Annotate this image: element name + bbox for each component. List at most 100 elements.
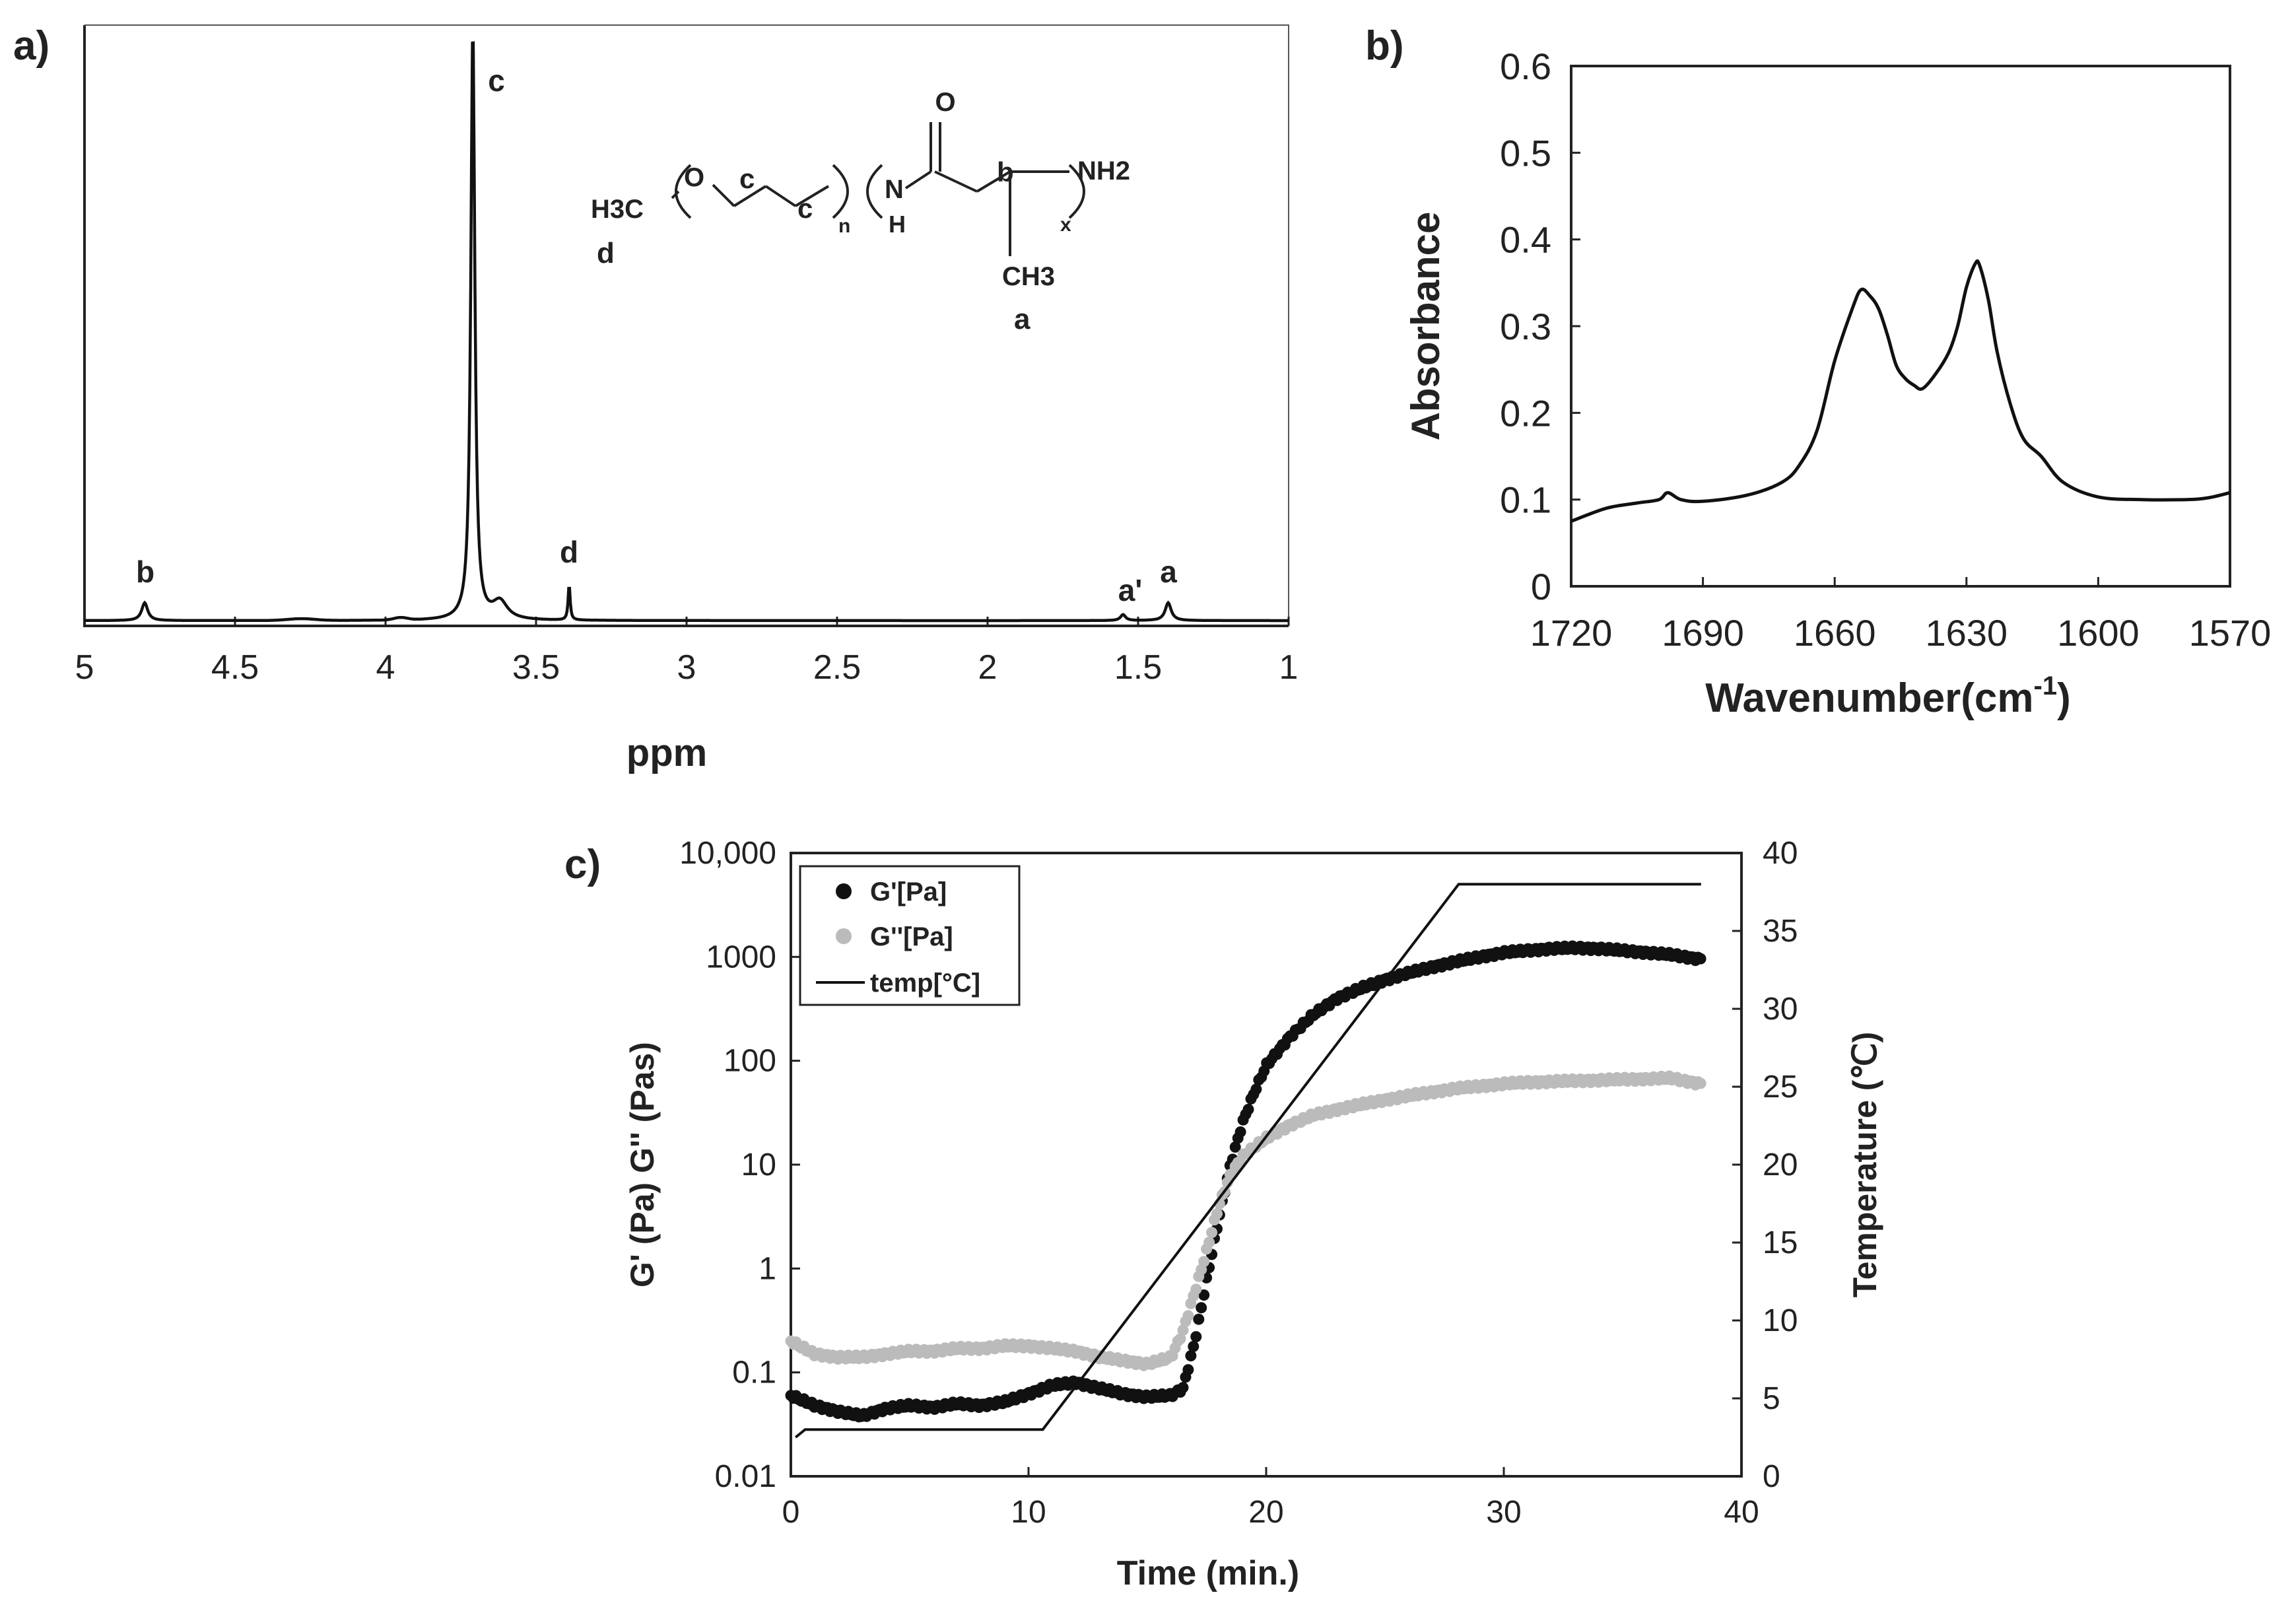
bond-c3-end <box>794 185 830 207</box>
panel-b-x-tick-label: 1720 <box>1530 612 1613 654</box>
panel-a-x-tick-label: 3.5 <box>512 648 560 687</box>
panel-c-right-y-tick-label: 20 <box>1763 1147 1798 1182</box>
panel-c-y-tick-label: 100 <box>724 1044 776 1079</box>
data-point <box>1198 1256 1210 1268</box>
panel-b-y-tick-label: 0.3 <box>1500 306 1551 347</box>
panel-c-right-y-tick-label: 35 <box>1763 914 1798 949</box>
structure-b: b <box>997 156 1014 188</box>
data-point <box>1188 1340 1199 1352</box>
bracket-left-1 <box>675 164 692 219</box>
legend-temp-label: temp[°C] <box>870 969 980 998</box>
g-double-prime-points <box>785 1070 1706 1371</box>
panel-a-x-tick-label: 2.5 <box>813 648 861 687</box>
legend-gdoubleprime-marker <box>836 928 852 944</box>
panel-a-label: a) <box>13 23 50 69</box>
panel-c-y-tick-label: 10,000 <box>679 836 776 871</box>
panel-b-x-tick-label: 1570 <box>2189 612 2272 654</box>
bond-carbonyl-ca <box>934 170 978 193</box>
peak-label-3: a' <box>1118 573 1143 607</box>
legend-gdoubleprime-label: G''[Pa] <box>870 922 953 951</box>
peak-label-0: b <box>136 555 154 589</box>
nmr-spectrum-line <box>84 41 1289 623</box>
bond-c2-c3 <box>764 185 797 207</box>
bracket-right-2 <box>1068 164 1085 219</box>
data-point <box>1250 1083 1262 1095</box>
legend-gprime-label: G'[Pa] <box>870 877 947 906</box>
panel-a-nmr: a) 5 4.5 4 3.5 3 2.5 2 1.5 1 ppm b c d a' a H 3 <box>13 23 1298 774</box>
bond-ch3-o <box>671 190 680 199</box>
panel-b-y-tick-label: 0.6 <box>1500 46 1551 87</box>
data-point <box>1177 1324 1189 1336</box>
data-point <box>1229 1141 1241 1153</box>
data-point <box>1211 1208 1223 1219</box>
panel-c-right-y-tick-label: 30 <box>1763 992 1798 1027</box>
panel-c-right-y-tick-label: 40 <box>1763 836 1798 871</box>
panel-c-y-tick-label: 1 <box>759 1251 776 1286</box>
data-point <box>1174 1333 1186 1345</box>
structure-c1: c <box>739 163 755 194</box>
data-point <box>1196 1302 1207 1314</box>
structure-c2: c <box>797 193 813 224</box>
panel-c-y-tick-label: 1000 <box>706 940 776 974</box>
structure-o: O <box>684 163 704 192</box>
structure-d: d <box>597 237 615 269</box>
panel-c-right-y-tick-label: 5 <box>1763 1381 1780 1416</box>
peak-label-4: a <box>1160 555 1177 589</box>
panel-b-label: b) <box>1365 23 1404 69</box>
data-point <box>1182 1364 1194 1376</box>
panel-b-y-tick-label: 0.4 <box>1500 219 1551 261</box>
structure-carbonyl-o: O <box>935 88 955 117</box>
panel-a-x-tick-label: 2 <box>978 648 997 687</box>
panel-b-y-ticks: 0 0.1 0.2 0.3 0.4 0.5 0.6 <box>1500 46 1580 607</box>
structure-h3c: H3C <box>591 195 644 224</box>
g-prime-points <box>785 940 1706 1423</box>
panel-c-y-tick-label: 0.01 <box>715 1459 776 1494</box>
data-point <box>1695 1077 1706 1089</box>
panel-a-x-tick-label: 1 <box>1279 648 1299 687</box>
panel-b-x-tick-label: 1630 <box>1926 612 2008 654</box>
data-point <box>1198 1289 1210 1301</box>
panel-c-right-y-tick-label: 25 <box>1763 1070 1798 1105</box>
panel-c-x-tick-label: 20 <box>1248 1495 1283 1530</box>
panel-a-x-tick-label: 4 <box>376 648 395 687</box>
data-point <box>1185 1350 1197 1361</box>
panel-a-x-label: ppm <box>626 732 707 774</box>
panel-c-label: c) <box>564 842 601 887</box>
structure-x-subscript: x <box>1060 214 1071 236</box>
panel-b-y-tick-label: 0.5 <box>1500 132 1551 174</box>
panel-c-y-label: G' (Pa) G'' (Pas) <box>624 1042 661 1287</box>
bracket-right-1 <box>832 164 849 219</box>
data-point <box>1242 1103 1254 1115</box>
panel-c-x-tick-label: 0 <box>782 1495 800 1530</box>
peak-label-1: c <box>488 63 505 98</box>
structure-n-subscript: n <box>838 215 850 237</box>
data-point <box>1182 1310 1194 1322</box>
bond-n-carbonyl <box>904 170 932 189</box>
panel-a-x-tick-label: 1.5 <box>1114 648 1162 687</box>
data-point <box>1234 1126 1246 1138</box>
panel-b-ir: b) 00.10.20.30.40.50.6 1720 1690 1660 1630 1… <box>1365 23 2271 721</box>
panel-c-right-y-tick-label: 10 <box>1763 1303 1798 1338</box>
panel-a-x-tick-label: 4.5 <box>211 648 259 687</box>
panel-c-right-y-label: Temperature (℃) <box>1846 1032 1883 1298</box>
panel-c-x-tick-label: 10 <box>1011 1495 1046 1530</box>
temperature-line <box>794 883 1701 1439</box>
panel-a-top-right-frame <box>84 24 1289 626</box>
panel-c-x-ticks: 0 10 20 30 40 <box>782 1467 1759 1530</box>
data-point <box>1695 953 1706 965</box>
panel-b-y-tick-label: 0.2 <box>1500 392 1551 434</box>
panel-a-peak-labels: b c d a' a <box>136 63 1177 607</box>
panel-b-x-label: Wavenumber(cm-1) <box>1705 671 2071 721</box>
panel-b-y-label: Absorbance <box>1403 212 1448 441</box>
structure-labels: H3C O c c n N H O b NH2 x CH3 a d <box>591 88 1130 335</box>
structure-nh2: NH2 <box>1077 156 1130 186</box>
panel-c-x-tick-label: 30 <box>1486 1495 1521 1530</box>
bond-ca-end <box>976 170 1011 193</box>
ir-absorbance-line <box>1570 259 2231 523</box>
panel-b-x-tick-label: 1690 <box>1662 612 1744 654</box>
panel-a-x-tick-label: 3 <box>677 648 696 687</box>
panel-b-y-tick-label: 0 <box>1531 566 1551 607</box>
panel-c-right-y-tick-label: 0 <box>1763 1459 1780 1494</box>
panel-c-right-y-tick-label: 15 <box>1763 1225 1798 1260</box>
